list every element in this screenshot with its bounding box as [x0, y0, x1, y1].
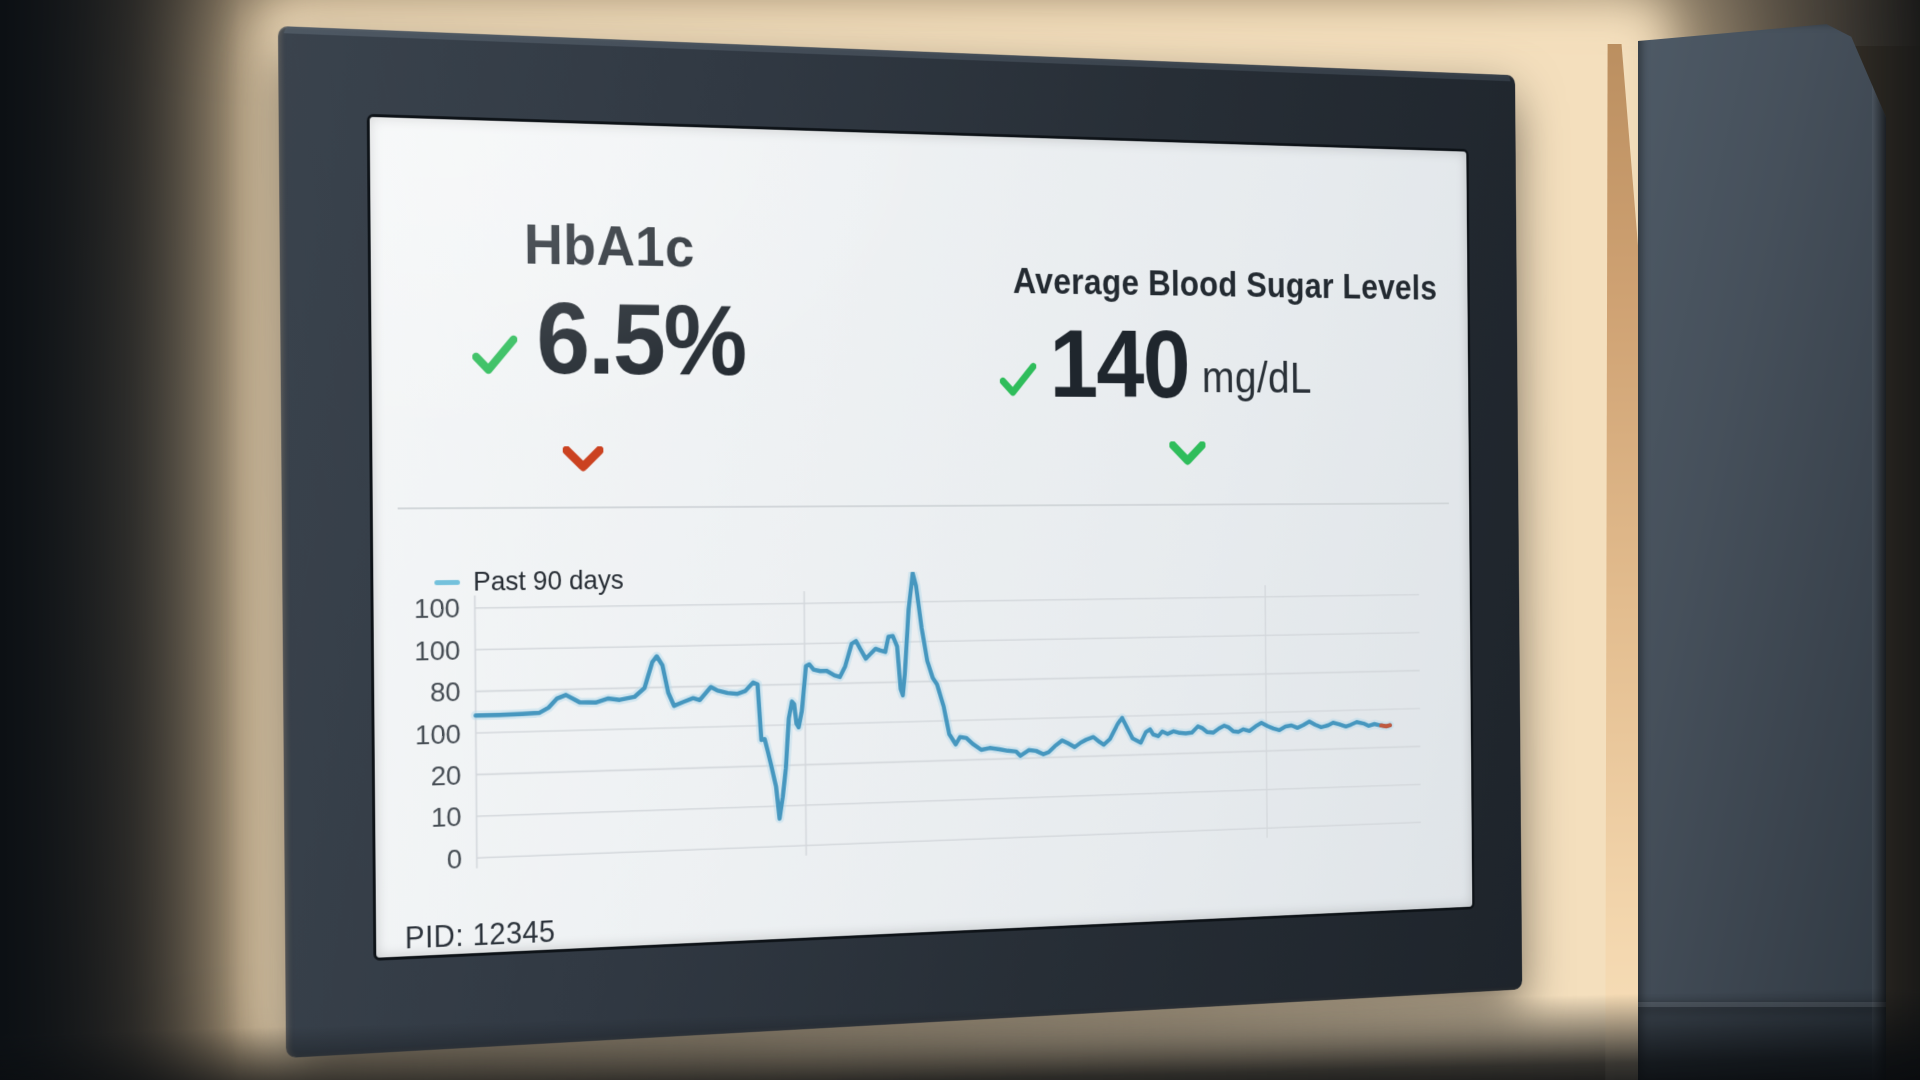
- metric-blood-sugar-value-row: 140 mg/dL: [904, 318, 1400, 411]
- svg-text:100: 100: [415, 719, 461, 750]
- scene: HbA1c 6.5% Average Blood Sugar Levels: [0, 0, 1920, 1080]
- svg-text:100: 100: [414, 635, 460, 666]
- trend-down-icon: [1169, 441, 1205, 465]
- check-icon: [1000, 361, 1037, 399]
- legend-label: Past 90 days: [473, 564, 624, 597]
- wall-shade-left: [0, 0, 240, 1080]
- metric-blood-sugar-unit: mg/dL: [1202, 352, 1312, 403]
- check-icon: [473, 333, 518, 377]
- side-cabinet-panel: [1638, 22, 1886, 1080]
- trend-chart: 1001008010020100: [400, 566, 1430, 892]
- metric-hba1c: HbA1c 6.5%: [399, 209, 814, 388]
- metric-hba1c-title: HbA1c: [399, 209, 813, 282]
- trend-down-icon: [563, 446, 604, 471]
- svg-text:20: 20: [431, 760, 462, 791]
- metric-blood-sugar-title: Average Blood Sugar Levels: [996, 262, 1452, 309]
- legend-line-swatch: [434, 579, 460, 584]
- svg-text:100: 100: [414, 593, 460, 624]
- chart-legend: Past 90 days: [434, 564, 623, 597]
- patient-id: PID: 12345: [405, 914, 556, 956]
- wall-display: HbA1c 6.5% Average Blood Sugar Levels: [278, 26, 1522, 1058]
- svg-text:0: 0: [447, 844, 463, 875]
- display-bezel: HbA1c 6.5% Average Blood Sugar Levels: [278, 26, 1522, 1058]
- section-divider: [398, 502, 1449, 509]
- display-screen: HbA1c 6.5% Average Blood Sugar Levels: [370, 117, 1473, 958]
- metric-blood-sugar-value: 140: [1049, 320, 1189, 410]
- metric-hba1c-value: 6.5%: [536, 293, 746, 388]
- svg-text:10: 10: [431, 802, 462, 833]
- svg-text:80: 80: [430, 677, 461, 708]
- metric-hba1c-value-row: 6.5%: [400, 291, 814, 388]
